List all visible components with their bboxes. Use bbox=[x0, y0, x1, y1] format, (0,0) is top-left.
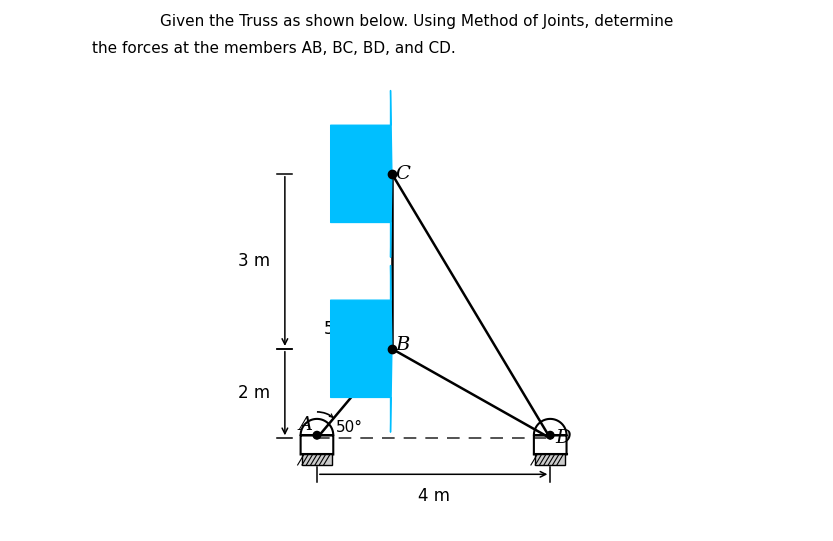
Text: 3 m: 3 m bbox=[238, 252, 270, 270]
Text: 400 kN: 400 kN bbox=[332, 144, 391, 162]
Text: B: B bbox=[395, 337, 410, 354]
Circle shape bbox=[546, 431, 554, 439]
Circle shape bbox=[313, 431, 321, 439]
Text: Given the Truss as shown below. Using Method of Joints, determine: Given the Truss as shown below. Using Me… bbox=[160, 14, 673, 29]
Text: 50°: 50° bbox=[336, 420, 363, 435]
Text: the forces at the members AB, BC, BD, and CD.: the forces at the members AB, BC, BD, an… bbox=[92, 41, 456, 56]
Bar bbox=[535, 454, 566, 465]
Bar bbox=[302, 454, 332, 465]
Text: A: A bbox=[298, 417, 312, 434]
Text: D: D bbox=[556, 429, 571, 447]
Text: 4 m: 4 m bbox=[417, 487, 450, 505]
Text: C: C bbox=[395, 165, 410, 183]
Text: 2 m: 2 m bbox=[238, 385, 270, 403]
Text: 500 kN: 500 kN bbox=[324, 320, 383, 338]
